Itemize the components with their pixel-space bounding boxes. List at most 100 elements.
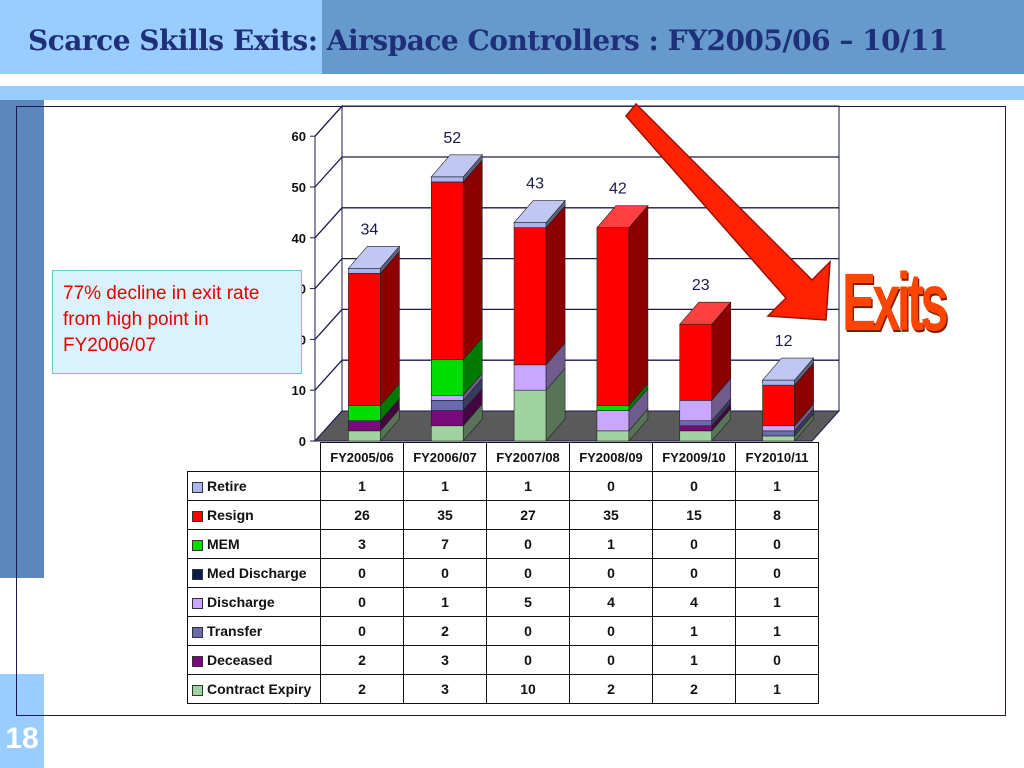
table-cell: 35 xyxy=(569,500,653,530)
bar-segment-deceased xyxy=(430,410,464,427)
table-column-header: FY2007/08 xyxy=(486,442,570,472)
legend-label: Resign xyxy=(207,507,254,523)
table-cell: 0 xyxy=(569,645,653,675)
bar-segment-resign xyxy=(513,227,547,366)
table-cell: 0 xyxy=(403,558,487,588)
legend-swatch xyxy=(192,510,203,522)
table-cell: 0 xyxy=(652,529,736,559)
table-cell: 10 xyxy=(486,674,570,704)
y-tick-label: 60 xyxy=(292,129,306,144)
bar-segment-transfer xyxy=(762,430,795,437)
bar-top xyxy=(761,357,815,381)
y-tick-label: 0 xyxy=(299,434,306,449)
table-cell: 3 xyxy=(403,674,487,704)
table-cell: 8 xyxy=(735,500,819,530)
bar-segment-contract-expiry xyxy=(762,435,795,442)
bar-top xyxy=(513,200,566,223)
bar-segment-deceased xyxy=(348,420,381,432)
table-cell: 2 xyxy=(403,616,487,646)
table-cell: 1 xyxy=(735,674,819,704)
table-cell: 1 xyxy=(652,645,736,675)
table-cell: 27 xyxy=(486,500,570,530)
table-cell: 2 xyxy=(320,645,404,675)
table-row: Resign 26 35 27 35 15 8 xyxy=(187,500,819,530)
data-table: FY2005/06 FY2006/07 FY2007/08 FY2008/09 FY20… xyxy=(187,442,819,704)
table-row: Discharge 0 1 5 4 4 1 xyxy=(187,587,819,617)
table-cell: 0 xyxy=(486,558,570,588)
legend-swatch xyxy=(192,597,203,609)
legend-label: Contract Expiry xyxy=(207,681,312,697)
table-cell: 1 xyxy=(486,471,570,501)
legend-swatch xyxy=(192,539,203,551)
slide-number: 18 xyxy=(5,722,39,755)
table-cell: 4 xyxy=(569,587,653,617)
legend-swatch xyxy=(192,568,203,580)
exits-label: Exits xyxy=(842,257,949,348)
bar-segment-retire xyxy=(513,222,547,228)
table-cell: 0 xyxy=(652,558,736,588)
table-cell: 0 xyxy=(569,616,653,646)
bar-top xyxy=(347,245,401,269)
bar-segment-discharge xyxy=(596,410,630,432)
bar-segment-resign xyxy=(762,384,795,427)
table-cell: 0 xyxy=(486,529,570,559)
legend-label: Transfer xyxy=(207,623,263,639)
bar-top xyxy=(430,154,483,178)
title-bar-right xyxy=(322,0,1024,74)
table-column-header: FY2006/07 xyxy=(403,442,487,472)
table-cell: 1 xyxy=(652,616,736,646)
legend-swatch xyxy=(192,626,203,638)
gridline xyxy=(314,359,839,391)
gridline xyxy=(314,257,839,290)
table-row: Med Discharge 0 0 0 0 0 0 xyxy=(187,558,819,588)
total-label: 43 xyxy=(526,176,544,193)
bar-segment-discharge xyxy=(762,425,795,432)
bar-top xyxy=(596,205,649,228)
table-cell: 3 xyxy=(320,529,404,559)
table-cell: 2 xyxy=(569,674,653,704)
legend-label: Retire xyxy=(207,478,247,494)
bar-segment-retire xyxy=(430,176,464,183)
table-cell: 0 xyxy=(320,616,404,646)
bar-segment-discharge xyxy=(430,394,464,401)
bar-segment-mem xyxy=(430,359,464,396)
bar-segment-contract-expiry xyxy=(513,389,547,442)
table-cell: 0 xyxy=(735,645,819,675)
legend-label: MEM xyxy=(207,536,240,552)
legend-label: Med Discharge xyxy=(207,565,307,581)
table-header-row: FY2005/06 FY2006/07 FY2007/08 FY2008/09 FY20… xyxy=(188,442,819,472)
legend-entry: Resign xyxy=(187,500,321,530)
table-cell: 4 xyxy=(652,587,736,617)
bar-segment-contract-expiry xyxy=(430,425,464,442)
table-cell: 0 xyxy=(652,471,736,501)
table-cell: 0 xyxy=(569,558,653,588)
legend-entry: Contract Expiry xyxy=(187,674,321,704)
slide-title: Scarce Skills Exits: Airspace Controller… xyxy=(28,24,948,57)
legend-entry: MEM xyxy=(187,529,321,559)
bar-segment-deceased xyxy=(679,425,713,432)
legend-entry: Med Discharge xyxy=(187,558,321,588)
table-column-header: FY2005/06 xyxy=(320,442,404,472)
total-label: 34 xyxy=(361,221,379,238)
table-cell: 0 xyxy=(320,558,404,588)
table-cell: 2 xyxy=(652,674,736,704)
table-row: Contract Expiry 2 3 10 2 2 1 xyxy=(187,674,819,704)
table-cell: 0 xyxy=(486,616,570,646)
bar-side xyxy=(380,250,400,407)
legend-swatch xyxy=(192,684,203,696)
table-cell: 15 xyxy=(652,500,736,530)
bar-segment-mem xyxy=(348,405,381,421)
bar-top xyxy=(679,301,732,325)
gridline xyxy=(314,308,839,340)
bar-side xyxy=(545,204,566,366)
table-cell: 0 xyxy=(735,558,819,588)
table-row: Deceased 2 3 0 0 1 0 xyxy=(187,645,819,675)
bar-segment-contract-expiry xyxy=(679,430,713,442)
table-column-header: FY2008/09 xyxy=(569,442,653,472)
table-cell: 26 xyxy=(320,500,404,530)
bar-segment-retire xyxy=(348,267,381,274)
red-arrow xyxy=(625,102,831,321)
bar-segment-mem xyxy=(596,405,630,411)
y-tick-label: 40 xyxy=(292,231,306,246)
